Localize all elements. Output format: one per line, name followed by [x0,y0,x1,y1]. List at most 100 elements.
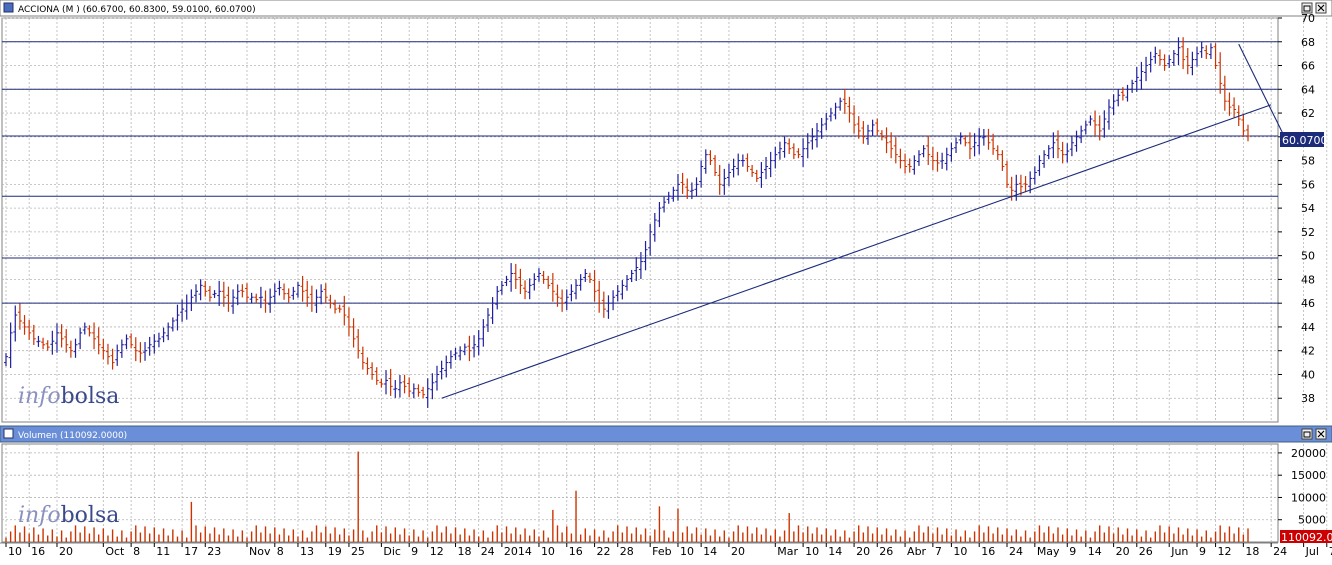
date-tick-label: 17 [184,545,198,558]
date-tick-label: 14 [703,545,717,558]
ohlc-bar [1088,115,1093,126]
ohlc-bar [916,150,921,166]
ohlc-bar [365,357,370,375]
date-tick-label: 10 [953,545,967,558]
ohlc-bar [972,133,977,157]
ohlc-bar [184,294,189,320]
ohlc-bar [898,148,903,169]
ohlc-bar [944,147,949,171]
price-panel-window-buttons [1301,2,1327,14]
ohlc-bar [1060,141,1065,164]
price-tick-label: 64 [1301,83,1315,96]
trendline [1238,43,1286,139]
ohlc-bar [694,177,699,197]
ohlc-bar [564,289,569,311]
ohlc-bar [448,350,453,369]
ohlc-bar [903,153,908,174]
ohlc-bar [1014,174,1019,201]
ohlc-bar [777,141,782,160]
ohlc-bar [8,322,13,369]
date-tick-label: Nov [249,545,271,558]
ohlc-bar [453,347,458,361]
ohlc-bar [170,317,175,332]
ohlc-bar [258,286,263,309]
ohlc-bar [27,319,32,340]
date-tick-label: 8 [277,545,284,558]
ohlc-bar [434,365,439,391]
ohlc-bar [1204,45,1209,59]
ohlc-bar [101,338,106,360]
ohlc-bar [1069,135,1074,157]
volume-panel-window-buttons [1301,428,1327,440]
ohlc-bar [166,322,171,341]
ohlc-bar [295,281,300,298]
ohlc-bar [13,305,18,342]
ohlc-bar [625,274,629,291]
ohlc-bar [1190,51,1195,76]
volume-tick-label: 20000 [1291,447,1326,460]
ohlc-bar [949,142,954,162]
price-y-axis: 3840424446485052545658606264666870 [1278,12,1315,405]
price-panel-restore-button[interactable] [1301,2,1313,14]
ohlc-bar [244,283,249,303]
ohlc-bar [1042,150,1047,168]
ohlc-bar [782,136,787,158]
ohlc-bar [207,285,212,302]
last-price-box [1280,132,1324,147]
ohlc-bar [708,150,713,166]
date-tick-label: 16 [31,545,45,558]
ohlc-bar [1134,67,1139,92]
ohlc-bar [1162,54,1167,71]
price-tick-label: 62 [1301,107,1315,120]
ohlc-bar [226,286,231,312]
ohlc-bar [161,327,166,343]
date-tick-label: 24 [1273,545,1287,558]
ohlc-bar [736,153,741,176]
ohlc-bar [425,378,430,408]
ohlc-bar [731,158,736,178]
ohlc-bar [189,289,194,312]
ohlc-bar [671,186,676,202]
date-tick-label: 7 [935,545,942,558]
date-tick-label: 26 [879,545,893,558]
ohlc-bar [1148,51,1153,73]
price-horizontal-levels [2,41,1278,304]
ohlc-bar [133,337,138,362]
price-tick-label: 68 [1301,36,1315,49]
volume-plot-area [1,443,1279,543]
ohlc-bar [1153,46,1158,64]
ohlc-bar [824,112,829,131]
ohlc-bar [1171,50,1176,67]
ohlc-bar [356,329,361,359]
ohlc-bar [527,278,532,300]
ohlc-bar [930,146,935,171]
close-icon [1317,4,1325,12]
volume-panel-restore-button[interactable] [1301,428,1313,440]
svg-text:infobolsa: infobolsa [18,503,119,528]
date-tick-label: 25 [351,545,365,558]
ohlc-bar [156,332,161,348]
ohlc-bar [1051,132,1056,159]
ohlc-bar [578,274,583,291]
date-tick-label: 9 [1069,545,1076,558]
ohlc-bar [180,299,185,322]
ohlc-bar [119,339,124,358]
ohlc-bar [282,283,287,300]
ohlc-bar [921,145,926,158]
date-tick-label: 16 [981,545,995,558]
ohlc-bar [991,133,996,155]
ohlc-bar [861,121,866,144]
ohlc-bar [54,323,59,353]
ohlc-bar [499,280,504,295]
ohlc-bar [416,384,421,397]
ohlc-bar [1157,49,1162,66]
ohlc-bar [481,319,486,347]
ohlc-bar [842,88,847,114]
ohlc-bar [592,269,597,302]
ohlc-bar [212,290,217,298]
date-tick-label: Jun [1170,545,1188,558]
ohlc-bar [1065,143,1070,163]
volume-y-axis: 5000 10000 15000 20000 [1278,447,1326,527]
ohlc-bar [1079,125,1084,144]
